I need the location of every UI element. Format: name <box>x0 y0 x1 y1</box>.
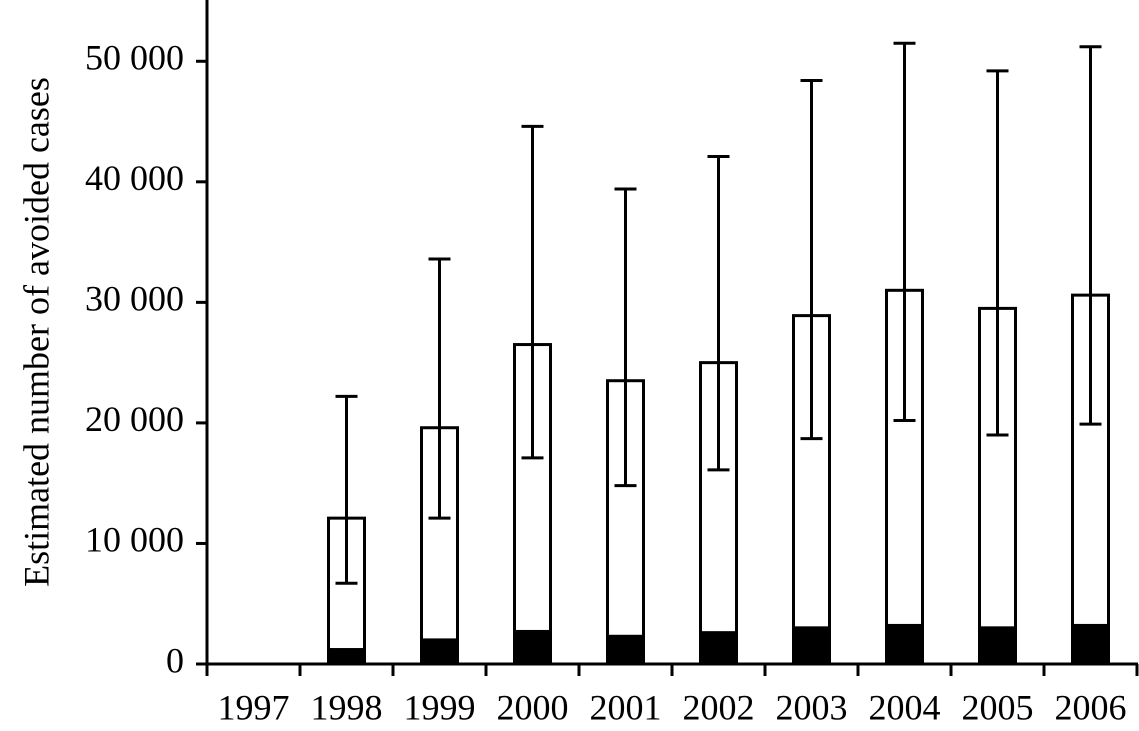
error-bar <box>800 79 823 441</box>
bar-segment <box>420 638 459 666</box>
y-tick-label: 10 000 <box>85 520 184 560</box>
bar-segment <box>699 631 738 666</box>
x-tick-label: 2004 <box>869 687 941 727</box>
y-tick-label: 40 000 <box>85 158 184 198</box>
error-bar <box>893 41 916 422</box>
x-tick-label: 1997 <box>218 687 290 727</box>
x-tick-label: 2005 <box>962 687 1034 727</box>
x-tick-label: 2000 <box>497 687 569 727</box>
error-bar <box>986 69 1009 437</box>
error-bar <box>707 155 730 472</box>
y-tick-label: 0 <box>166 640 184 680</box>
x-tick-label: 1998 <box>311 687 383 727</box>
x-tick-label: 2006 <box>1055 687 1127 727</box>
bar-segment <box>327 648 366 666</box>
error-bar <box>614 187 637 488</box>
x-tick-label: 2001 <box>590 687 662 727</box>
bar-segment <box>606 634 645 666</box>
y-tick-label: 20 000 <box>85 399 184 439</box>
x-tick-label: 1999 <box>404 687 476 727</box>
x-tick-label: 2003 <box>776 687 848 727</box>
bar-segment <box>1071 623 1110 666</box>
error-bar <box>335 394 358 585</box>
y-axis-label: Estimated number of avoided cases <box>16 77 56 587</box>
error-bar <box>1079 45 1102 426</box>
y-tick-label: 50 000 <box>85 38 184 78</box>
bar-segment <box>885 623 924 666</box>
y-tick-label: 30 000 <box>85 279 184 319</box>
x-tick-label: 2002 <box>683 687 755 727</box>
bar-segment <box>978 626 1017 666</box>
error-bar <box>521 124 544 460</box>
bar-segment <box>792 626 831 666</box>
bar-segment <box>513 629 552 666</box>
error-bar <box>428 257 451 520</box>
